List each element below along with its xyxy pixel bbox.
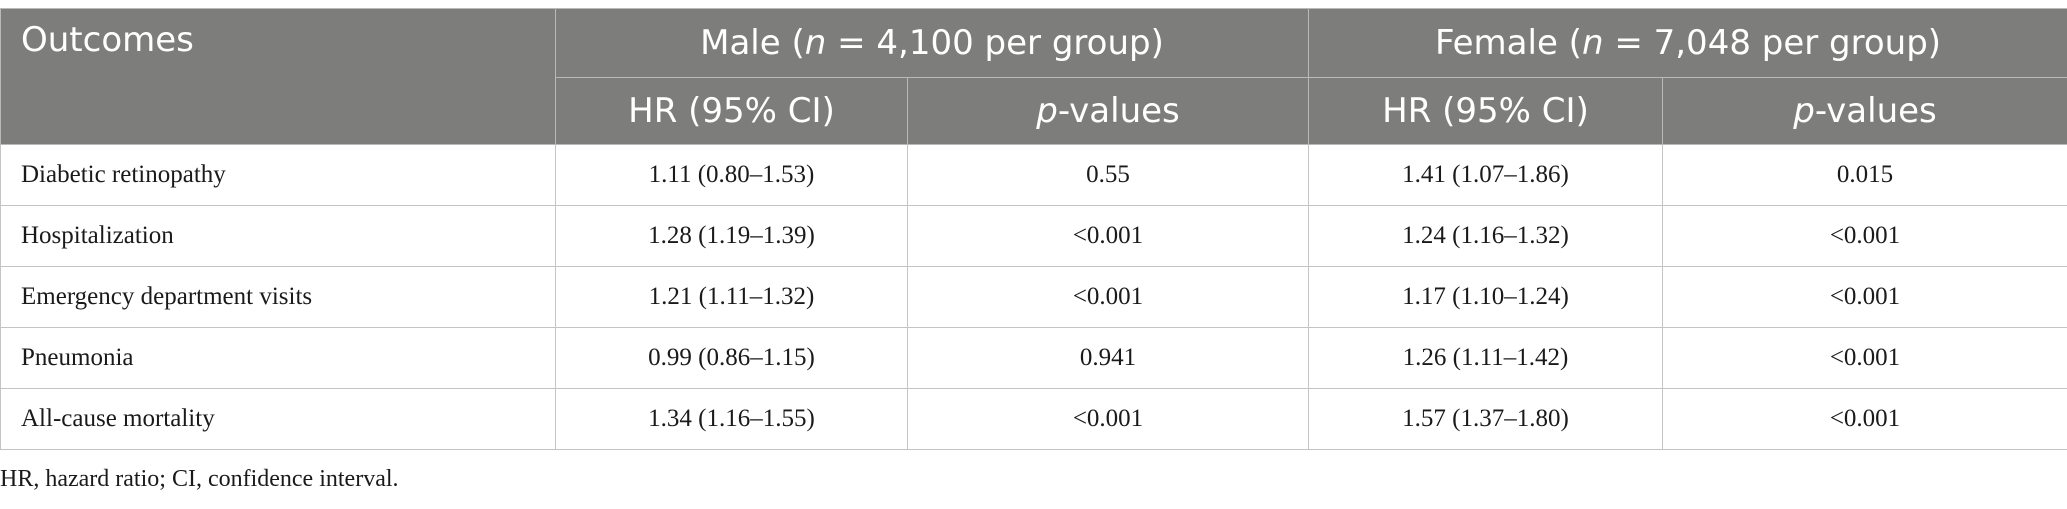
female-p-cell: 0.015	[1662, 144, 2067, 206]
male-hr-cell: 1.28 (1.19–1.39)	[555, 205, 908, 267]
male-p-cell: <0.001	[907, 388, 1309, 450]
table-header: Outcomes Male (n = 4,100 per group) Fema…	[0, 8, 2067, 145]
header-row-groups: Outcomes Male (n = 4,100 per group) Fema…	[0, 8, 2067, 145]
female-suffix: = 7,048 per group)	[1603, 23, 1942, 63]
outcome-cell: Emergency department visits	[0, 266, 556, 328]
female-p-cell: <0.001	[1662, 388, 2067, 450]
outcome-cell: Hospitalization	[0, 205, 556, 267]
male-hr-cell: 1.34 (1.16–1.55)	[555, 388, 908, 450]
female-hr-cell: 1.17 (1.10–1.24)	[1308, 266, 1663, 328]
male-suffix: = 4,100 per group)	[826, 23, 1164, 63]
table-row: Emergency department visits 1.21 (1.11–1…	[0, 266, 2067, 328]
male-n: n	[804, 23, 827, 63]
male-hr-cell: 0.99 (0.86–1.15)	[555, 327, 908, 389]
male-p-cell: <0.001	[907, 205, 1309, 267]
female-p-cell: <0.001	[1662, 205, 2067, 267]
male-p-cell: 0.55	[907, 144, 1309, 206]
female-hr-cell: 1.57 (1.37–1.80)	[1308, 388, 1663, 450]
table-row: Diabetic retinopathy 1.11 (0.80–1.53) 0.…	[0, 144, 2067, 206]
header-outcomes: Outcomes	[0, 8, 556, 145]
header-male-hr: HR (95% CI)	[555, 77, 908, 145]
male-hr-cell: 1.11 (0.80–1.53)	[555, 144, 908, 206]
female-p-cell: <0.001	[1662, 266, 2067, 328]
p-letter: p	[1793, 91, 1815, 131]
p-rest: -values	[1814, 91, 1937, 131]
results-table-container: Outcomes Male (n = 4,100 per group) Fema…	[0, 8, 2067, 450]
p-letter: p	[1036, 91, 1058, 131]
header-female-hr: HR (95% CI)	[1308, 77, 1663, 145]
female-hr-cell: 1.26 (1.11–1.42)	[1308, 327, 1663, 389]
hazard-ratio-table: Outcomes Male (n = 4,100 per group) Fema…	[0, 8, 2067, 450]
female-p-cell: <0.001	[1662, 327, 2067, 389]
outcome-cell: Pneumonia	[0, 327, 556, 389]
female-prefix: Female (	[1434, 23, 1582, 63]
male-p-cell: <0.001	[907, 266, 1309, 328]
male-prefix: Male (	[700, 23, 805, 63]
male-p-cell: 0.941	[907, 327, 1309, 389]
header-male-p: p-values	[907, 77, 1309, 145]
table-footnote: HR, hazard ratio; CI, confidence interva…	[0, 466, 399, 492]
table-row: All-cause mortality 1.34 (1.16–1.55) <0.…	[0, 388, 2067, 450]
table-row: Pneumonia 0.99 (0.86–1.15) 0.941 1.26 (1…	[0, 327, 2067, 389]
header-female-group: Female (n = 7,048 per group)	[1308, 8, 2067, 78]
header-female-p: p-values	[1662, 77, 2067, 145]
female-hr-cell: 1.24 (1.16–1.32)	[1308, 205, 1663, 267]
table-row: Hospitalization 1.28 (1.19–1.39) <0.001 …	[0, 205, 2067, 267]
male-hr-cell: 1.21 (1.11–1.32)	[555, 266, 908, 328]
female-hr-cell: 1.41 (1.07–1.86)	[1308, 144, 1663, 206]
outcome-cell: Diabetic retinopathy	[0, 144, 556, 206]
outcome-cell: All-cause mortality	[0, 388, 556, 450]
p-rest: -values	[1057, 91, 1180, 131]
header-male-group: Male (n = 4,100 per group)	[555, 8, 1309, 78]
table-body: Diabetic retinopathy 1.11 (0.80–1.53) 0.…	[0, 144, 2067, 450]
female-n: n	[1581, 23, 1604, 63]
header-row-columns: HR (95% CI) p-values HR (95% CI) p-value…	[1, 77, 2067, 145]
